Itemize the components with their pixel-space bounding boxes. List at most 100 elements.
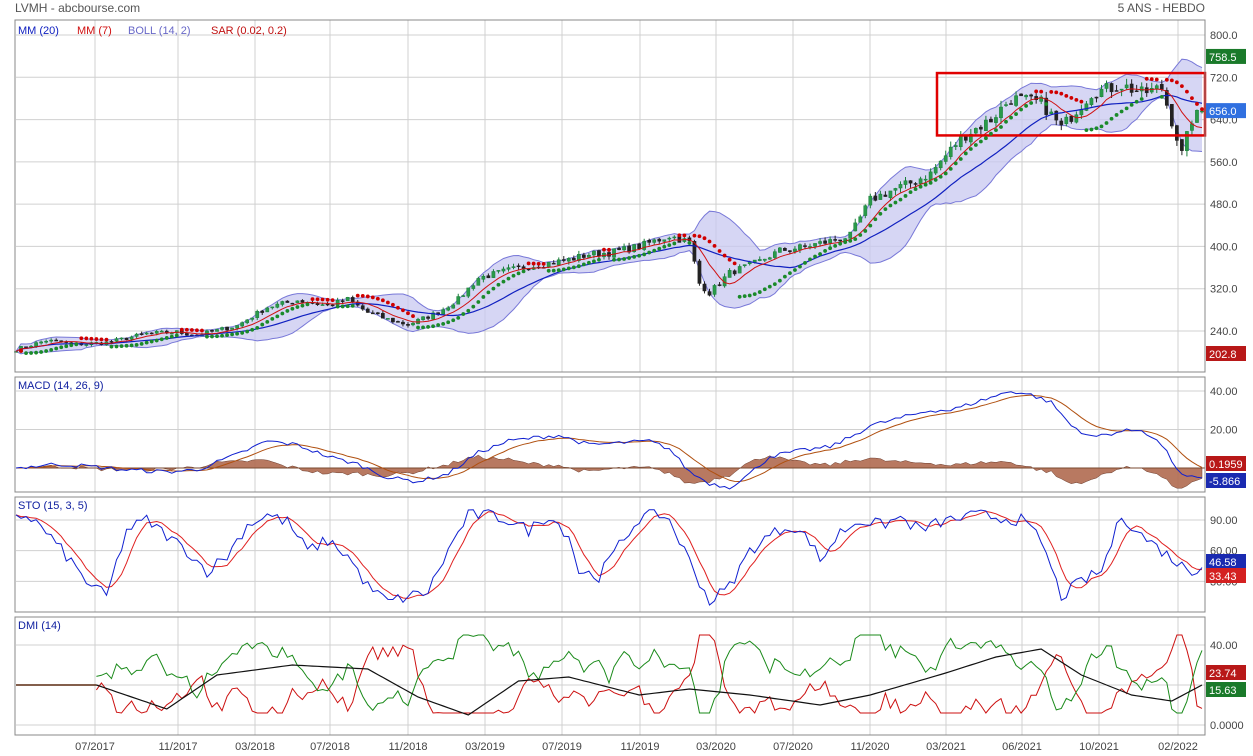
sar-dot xyxy=(888,203,893,208)
candle-body xyxy=(421,316,425,320)
candle-body xyxy=(491,271,496,278)
x-tick-label: 07/2017 xyxy=(75,741,115,753)
badge-dmi-minus: 23.74 xyxy=(1206,665,1246,680)
candle-body xyxy=(999,106,1003,119)
sar-dot xyxy=(44,349,49,353)
candle-body xyxy=(476,278,481,286)
candle-body xyxy=(139,333,144,335)
sar-dot xyxy=(1004,119,1008,124)
sar-dot xyxy=(104,337,109,342)
sar-dot xyxy=(541,261,546,266)
candle-body xyxy=(1019,93,1023,97)
sar-dot xyxy=(712,244,717,248)
candle-body xyxy=(762,258,767,261)
x-tick-label: 03/2020 xyxy=(696,741,736,753)
sar-dot xyxy=(99,337,104,342)
sar-dot xyxy=(602,247,606,252)
candle-body xyxy=(657,238,662,242)
y-tick-label-price: 800.0 xyxy=(1210,30,1238,42)
x-tick-label: 03/2021 xyxy=(926,741,966,753)
sar-dot xyxy=(647,250,652,255)
candle-body xyxy=(948,146,953,157)
sar-dot xyxy=(1139,97,1144,101)
candle-body xyxy=(823,240,827,244)
candle-body xyxy=(496,270,501,272)
sar-dot xyxy=(913,187,918,192)
sar-dot xyxy=(556,268,561,273)
sar-dot xyxy=(159,337,164,342)
candle-body xyxy=(963,136,968,141)
candle-body xyxy=(637,243,642,249)
chart-period-label: 5 ANS - HEBDO xyxy=(1117,1,1205,15)
candle-body xyxy=(571,257,576,261)
badge-sto-k: 46.58 xyxy=(1206,554,1246,569)
x-tick-label: 03/2019 xyxy=(465,741,505,753)
candle-body xyxy=(1004,104,1008,106)
sar-dot xyxy=(205,334,209,339)
candle-body xyxy=(235,325,239,329)
x-tick-label: 11/2017 xyxy=(159,741,198,753)
y-tick-label-price: 320.0 xyxy=(1210,284,1238,296)
candle-body xyxy=(1134,90,1139,93)
candle-body xyxy=(461,295,466,297)
sar-dot xyxy=(245,329,250,334)
badge-sto-d-text: 33.43 xyxy=(1209,571,1237,583)
candle-body xyxy=(727,270,732,278)
candle-body xyxy=(953,145,958,147)
sar-dot xyxy=(39,350,44,354)
candle-body xyxy=(401,321,405,325)
badge-price-last-text: 656.0 xyxy=(1209,106,1237,118)
sar-dot xyxy=(788,271,792,275)
sar-dot xyxy=(511,273,516,278)
candle-body xyxy=(918,178,923,184)
candle-body xyxy=(712,285,717,295)
x-tick-label: 11/2018 xyxy=(389,741,428,753)
sar-dot xyxy=(184,327,189,332)
sar-dot xyxy=(154,338,159,343)
badge-dmi-plus-text: 15.63 xyxy=(1209,685,1237,697)
sar-dot xyxy=(365,294,370,299)
candle-body xyxy=(793,248,797,252)
candle-body xyxy=(511,266,516,268)
y-tick-label-price: 720.0 xyxy=(1210,72,1238,84)
sar-dot xyxy=(486,290,491,295)
sar-dot xyxy=(808,257,812,262)
sar-dot xyxy=(391,302,395,307)
sar-dot xyxy=(1074,97,1079,102)
sar-dot xyxy=(853,237,858,241)
candle-body xyxy=(245,319,250,324)
sar-dot xyxy=(697,234,702,239)
sar-dot xyxy=(431,324,436,329)
candle-body xyxy=(280,301,285,305)
candle-body xyxy=(1180,139,1184,151)
sar-dot xyxy=(275,314,280,319)
sar-dot xyxy=(672,241,677,246)
sar-dot xyxy=(330,298,335,303)
sar-dot xyxy=(637,253,642,258)
badge-price-low-text: 202.8 xyxy=(1209,349,1237,361)
badge-price-last-bg xyxy=(1206,103,1246,119)
macd-title: MACD (14, 26, 9) xyxy=(18,380,104,392)
sar-dot xyxy=(1119,109,1124,114)
sar-dot xyxy=(843,240,848,245)
sar-dot xyxy=(119,344,124,349)
sar-dot xyxy=(798,264,802,269)
candle-body xyxy=(300,300,305,303)
candle-body xyxy=(486,275,491,279)
sar-dot xyxy=(139,341,144,346)
candle-body xyxy=(979,126,983,130)
candle-body xyxy=(225,326,229,331)
sar-dot xyxy=(989,131,993,136)
sar-dot xyxy=(1029,101,1034,105)
sar-dot xyxy=(908,190,913,195)
candle-body xyxy=(883,194,888,197)
sar-dot xyxy=(79,336,84,341)
candle-body xyxy=(1079,109,1084,116)
sar-dot xyxy=(174,333,179,338)
sar-dot xyxy=(501,279,506,284)
candle-body xyxy=(1089,98,1094,105)
candle-body xyxy=(386,318,390,320)
candle-body xyxy=(370,312,375,315)
candle-body xyxy=(451,304,456,309)
sar-dot xyxy=(129,343,134,348)
